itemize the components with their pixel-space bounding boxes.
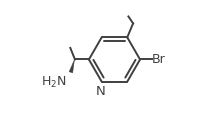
Text: H$_2$N: H$_2$N	[41, 75, 67, 90]
Polygon shape	[69, 59, 75, 73]
Text: Br: Br	[152, 53, 166, 66]
Text: N: N	[96, 85, 106, 98]
